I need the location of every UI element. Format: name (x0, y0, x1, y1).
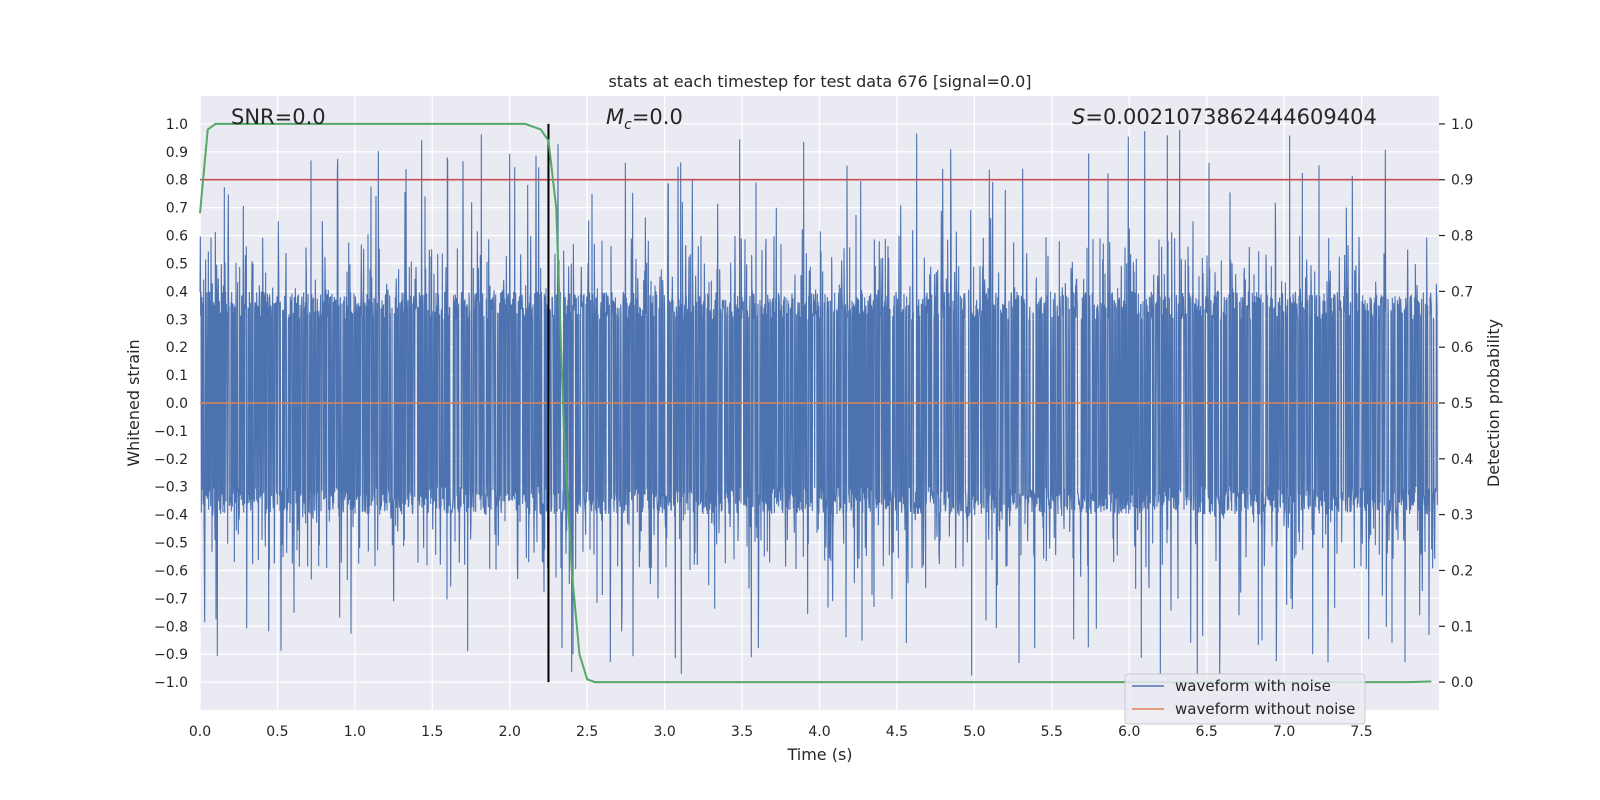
legend-label-clean: waveform without noise (1175, 700, 1355, 718)
y-left-axis-ticks: −1.0 −0.9 −0.8 −0.7 −0.6 −0.5 −0.4 −0.3 −0.2 −0.1… (154, 117, 188, 691)
s-value: =0.0021073862444609404 (1085, 105, 1377, 129)
legend: waveform with noise waveform without noi… (1124, 673, 1366, 725)
x-tick-label-7: 3.5 (731, 724, 753, 740)
y-right-tick-label-8: 0.8 (1451, 229, 1473, 245)
x-tick-label-12: 6.0 (1118, 724, 1140, 740)
series-detection-probability (199, 122, 1432, 684)
y-right-tick-label-5: 0.5 (1451, 396, 1473, 412)
y-right-tick-label-7: 0.7 (1451, 284, 1473, 300)
x-axis-label: Time (s) (786, 745, 852, 764)
series-waveform-with-noise (199, 129, 1438, 676)
chirp-mass-symbol: M (606, 105, 624, 129)
y-right-tick-label-6: 0.6 (1451, 340, 1473, 356)
chirp-mass-subscript: c (624, 117, 632, 133)
y-left-tick-label-3: −0.7 (154, 591, 188, 607)
x-tick-label-9: 4.5 (886, 724, 908, 740)
y-left-tick-label-18: 0.8 (166, 173, 188, 189)
s-symbol: S (1072, 105, 1085, 129)
y-left-tick-label-4: −0.6 (154, 563, 188, 579)
y-left-tick-label-8: −0.2 (154, 452, 188, 468)
y-right-tick-label-2: 0.2 (1451, 563, 1473, 579)
x-tick-label-5: 2.5 (576, 724, 598, 740)
chirp-mass-value: =0.0 (632, 105, 683, 129)
y-right-axis-label: Detection probability (1484, 319, 1503, 487)
noisy-strain-line (199, 129, 1438, 676)
x-tick-label-2: 1.0 (344, 724, 366, 740)
y-left-tick-label-1: −0.9 (154, 647, 188, 663)
y-right-tick-label-10: 1.0 (1451, 117, 1473, 133)
x-tick-label-14: 7.0 (1273, 724, 1295, 740)
y-left-tick-label-15: 0.5 (166, 256, 188, 272)
y-left-tick-label-16: 0.6 (166, 229, 188, 245)
chart-title: stats at each timestep for test data 676… (608, 72, 1031, 91)
y-left-tick-label-11: 0.1 (166, 368, 188, 384)
y-left-tick-label-17: 0.7 (166, 201, 188, 217)
y-right-tick-label-9: 0.9 (1451, 173, 1473, 189)
y-right-axis-ticks: 0.0 0.1 0.2 0.3 0.4 0.5 0.6 0.7 0.8 0.9 1.0 (1439, 117, 1473, 691)
x-axis-ticks: 0.0 0.5 1.0 1.5 2.0 2.5 3.0 3.5 4.0 4.5 5.0 5.5 6.0 6… (189, 724, 1373, 740)
y-right-tick-label-1: 0.1 (1451, 619, 1473, 635)
y-left-tick-label-5: −0.5 (154, 536, 188, 552)
y-right-tick-label-3: 0.3 (1451, 508, 1473, 524)
x-tick-label-8: 4.0 (808, 724, 830, 740)
x-tick-label-11: 5.5 (1041, 724, 1063, 740)
x-tick-label-1: 0.5 (266, 724, 288, 740)
y-left-axis-label: Whitened strain (124, 339, 143, 466)
x-tick-label-15: 7.5 (1350, 724, 1372, 740)
x-tick-label-6: 3.0 (653, 724, 675, 740)
chirp-mass-annotation: Mc=0.0 (606, 105, 683, 133)
x-tick-label-3: 1.5 (421, 724, 443, 740)
x-tick-label-0: 0.0 (189, 724, 211, 740)
y-left-tick-label-20: 1.0 (166, 117, 188, 133)
y-right-tick-label-4: 0.4 (1451, 452, 1473, 468)
y-left-tick-label-19: 0.9 (166, 145, 188, 161)
y-left-tick-label-12: 0.2 (166, 340, 188, 356)
detection-probability-line (199, 122, 1432, 684)
legend-box (1124, 673, 1366, 725)
y-left-tick-label-2: −0.8 (154, 619, 188, 635)
y-left-tick-label-0: −1.0 (154, 675, 188, 691)
y-left-tick-label-6: −0.4 (154, 508, 188, 524)
y-left-tick-label-10: 0.0 (166, 396, 188, 412)
y-left-tick-label-7: −0.3 (154, 480, 188, 496)
legend-label-noise: waveform with noise (1175, 677, 1331, 695)
x-tick-label-4: 2.0 (499, 724, 521, 740)
y-left-tick-label-13: 0.3 (166, 312, 188, 328)
y-left-tick-label-9: −0.1 (154, 424, 188, 440)
x-tick-label-13: 6.5 (1196, 724, 1218, 740)
y-left-tick-label-14: 0.4 (166, 284, 188, 300)
y-right-tick-label-0: 0.0 (1451, 675, 1473, 691)
s-annotation: S=0.0021073862444609404 (1072, 105, 1377, 129)
x-tick-label-10: 5.0 (963, 724, 985, 740)
snr-annotation: SNR=0.0 (231, 105, 326, 129)
